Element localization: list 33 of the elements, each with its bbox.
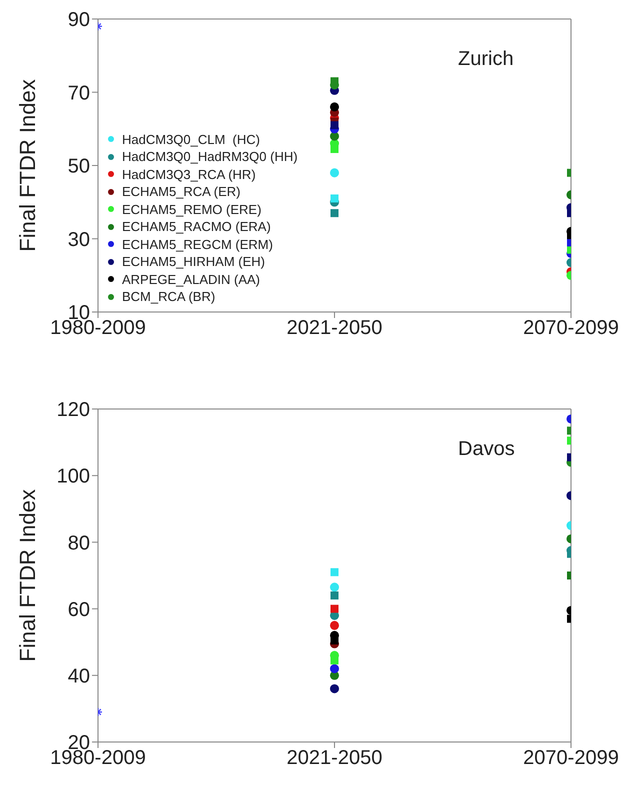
legend-label: HadCM3Q0_HadRM3Q0 (HH) xyxy=(122,148,298,166)
legend-label: ECHAM5_HIRHAM (EH) xyxy=(122,253,266,270)
legend-label: ECHAM5_REMO (ERE) xyxy=(122,200,262,218)
y-tick-label: 120 xyxy=(56,399,90,422)
annotation: Davos xyxy=(458,438,515,461)
y-tick-label: 30 xyxy=(68,228,90,251)
legend-label: ECHAM5_RCA (ER) xyxy=(122,183,240,200)
x-tick-label: 2021-2050 xyxy=(286,747,382,770)
legend-label: HadCM3Q3_RCA (HR) xyxy=(122,166,256,183)
legend-label: ARPEGE_ALADIN (AA) xyxy=(122,270,260,288)
x-tick-label: 2070-2099 xyxy=(523,317,619,340)
point xyxy=(330,568,338,576)
legend-label: ECHAM5_REGCM (ERM) xyxy=(122,236,273,253)
point xyxy=(330,194,338,202)
y-axis-title: Final FTDR Index xyxy=(14,489,40,662)
legend-label: HadCM3Q0_CLM (HC) xyxy=(122,130,260,148)
y-tick-label: 50 xyxy=(68,156,90,178)
point xyxy=(330,209,338,218)
y-axis-title: Final FTDR Index xyxy=(14,79,40,252)
legend-label: ECHAM5_RACMO (ERA) xyxy=(122,218,271,236)
y-tick-label: 80 xyxy=(68,532,90,554)
y-tick-label: 70 xyxy=(68,82,90,104)
annotation: Zurich xyxy=(458,48,514,71)
point xyxy=(330,168,340,178)
legend-label: BCM_RCA (BR) xyxy=(122,288,216,306)
y-tick-label: 100 xyxy=(56,466,90,488)
y-tick-label: 90 xyxy=(68,9,90,32)
x-tick-label: 2070-2099 xyxy=(523,747,619,770)
point xyxy=(330,620,340,630)
y-tick-label: 40 xyxy=(68,666,90,688)
x-tick-label: 2021-2050 xyxy=(286,317,382,340)
y-tick-label: 60 xyxy=(68,598,90,621)
point xyxy=(330,604,338,613)
